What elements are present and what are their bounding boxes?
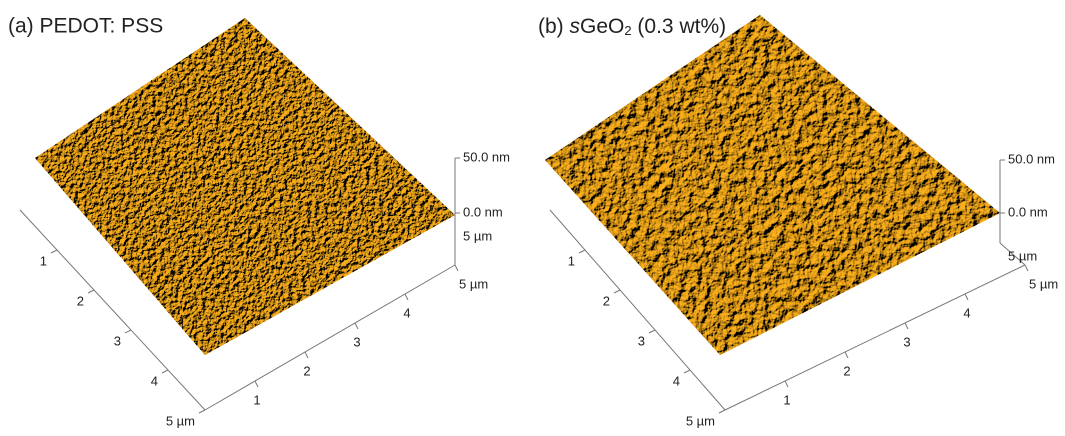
left-axis-label: 2 [77,293,84,308]
tick [614,290,620,293]
tick [405,294,408,300]
right-axis-label: 5 µm [1029,276,1058,291]
panel-title: (b) sGeO2 (0.3 wt%) [538,15,726,39]
afm-surface-texture [35,18,455,355]
left-axis-label: 5 µm [686,413,715,428]
left-axis-label: 4 [151,373,158,388]
left-axis-label: 3 [114,333,121,348]
tick [785,381,788,387]
right-axis-label: 5 µm [459,276,488,291]
left-axis-label: 3 [638,333,645,348]
tick [684,370,690,373]
right-axis-label: 2 [303,363,310,378]
tick [455,265,458,271]
tick [88,290,94,293]
title-part: 2 [624,23,631,38]
title-part: GeO [580,15,624,38]
z-label: 50.0 nm [1008,151,1055,166]
left-axis-label: 4 [673,373,680,388]
depth-label: 5 µm [1008,248,1037,263]
z-label: 50.0 nm [463,149,510,164]
left-axis-label: 1 [40,253,47,268]
tick [125,330,131,333]
title-part: (b) [538,15,570,38]
figure: (a) PEDOT: PSS 50.0 nm 0.0 nm 5 µm 1 2 3 4 5 µm 1… [0,0,1065,436]
title-part: s [570,15,581,38]
tick [305,352,308,358]
left-axis-label: 1 [568,253,575,268]
right-axis-label: 3 [903,334,910,349]
right-axis-label: 3 [353,334,360,349]
tick [162,370,168,373]
title-part: (0.3 wt%) [632,15,727,38]
left-axis-label: 2 [603,293,610,308]
panel: (a) PEDOT: PSS 50.0 nm 0.0 nm 5 µm 1 2 3 4 5 µm 1… [8,15,510,429]
tick [255,381,258,387]
panel-title: (a) PEDOT: PSS [8,15,163,38]
right-axis-label: 2 [843,363,850,378]
tick [905,323,908,329]
tick [719,410,725,413]
right-axis-label: 4 [963,305,970,320]
tick [579,250,585,253]
afm-surface-texture [545,15,1000,355]
z-label: 0.0 nm [463,204,503,219]
right-axis-label: 4 [403,305,410,320]
tick [1025,265,1028,271]
panel: (b) sGeO2 (0.3 wt%)50.0 nm0.0 nm5 µm1234… [538,15,1058,429]
left-axis-label: 5 µm [166,413,195,428]
right-axis-label: 1 [783,392,790,407]
tick [199,410,205,413]
depth-label: 5 µm [463,228,492,243]
tick [965,294,968,300]
tick [51,250,57,253]
tick [355,323,358,329]
z-label: 0.0 nm [1008,204,1048,219]
tick [649,330,655,333]
tick [845,352,848,358]
right-axis-label: 1 [253,392,260,407]
